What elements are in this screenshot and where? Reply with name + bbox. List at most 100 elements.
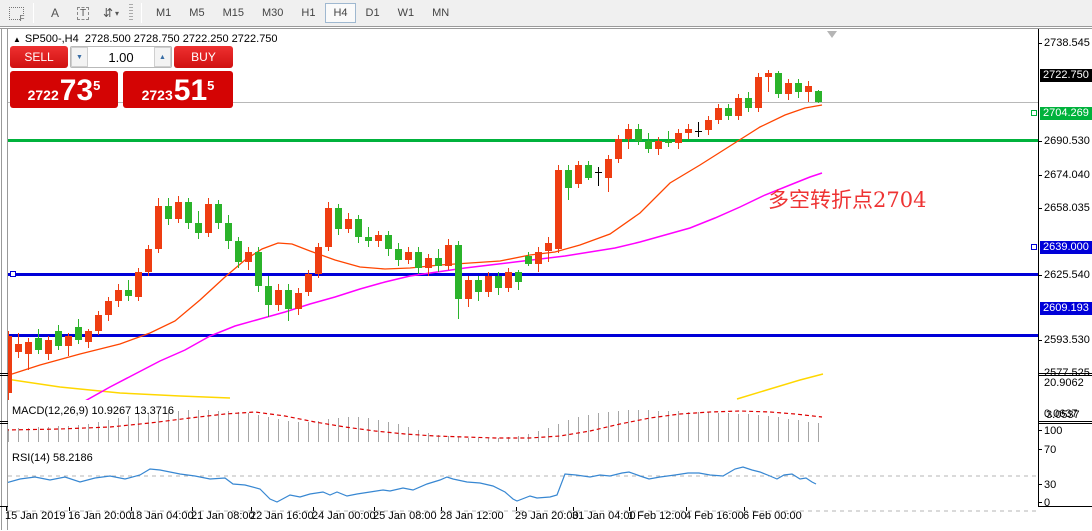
timeframe-button-d1[interactable]: D1 xyxy=(365,7,380,19)
buy-price-small: 2723 xyxy=(141,87,173,103)
buy-button[interactable]: BUY xyxy=(174,46,233,68)
timeframe-button-h1[interactable]: H1 xyxy=(301,7,316,19)
chart-shift-marker-icon[interactable] xyxy=(827,31,837,38)
toolbar: A T ⇵ ▾ M1 M5 M15 M30 H1 H4 D1 W1 MN xyxy=(0,0,1092,27)
macd-histogram-bar xyxy=(738,414,739,442)
macd-histogram-bar xyxy=(118,418,119,442)
line-handle-marker[interactable] xyxy=(1031,244,1037,250)
candle-body xyxy=(275,290,282,305)
candle-body xyxy=(585,165,592,178)
candle-body xyxy=(325,208,332,248)
macd-histogram-bar xyxy=(148,413,149,442)
candle-body xyxy=(255,251,262,287)
text-label-icon[interactable]: T xyxy=(71,3,95,23)
font-icon[interactable]: A xyxy=(50,6,59,20)
macd-histogram-bar xyxy=(268,417,269,442)
candle-body xyxy=(115,290,122,301)
bid-price-line[interactable] xyxy=(8,101,1038,103)
macd-histogram-bar xyxy=(188,410,189,442)
timeframe-button-mn[interactable]: MN xyxy=(432,7,450,19)
macd-histogram-bar xyxy=(418,430,419,442)
price-tick-mark xyxy=(1038,274,1042,276)
blue-level-2609[interactable] xyxy=(8,333,1038,337)
macd-histogram-bar xyxy=(98,422,99,442)
candle-wick xyxy=(698,122,699,137)
macd-histogram-bar xyxy=(748,414,749,442)
lot-size-value[interactable]: 1.00 xyxy=(108,49,134,65)
price-tick-label: 2658.035 xyxy=(1044,201,1090,214)
macd-histogram-bar xyxy=(808,422,809,442)
candle-body xyxy=(675,132,682,143)
toolbar-separator xyxy=(141,3,142,23)
candle-body xyxy=(265,286,272,305)
rsi-tick-mark xyxy=(1038,430,1042,431)
macd-axis-label: 0.0637 xyxy=(1044,408,1078,420)
candle-body xyxy=(215,204,222,223)
line-handle-marker[interactable] xyxy=(10,271,16,277)
buy-price-panel[interactable]: 2723 51 5 xyxy=(123,71,233,108)
sell-price-small: 2722 xyxy=(27,87,59,103)
macd-histogram-bar xyxy=(508,437,509,442)
price-tick-mark xyxy=(1038,175,1042,177)
chart-title: ▲ SP500-,H4 2728.500 2728.750 2722.250 27… xyxy=(13,33,278,45)
candle-body xyxy=(815,90,822,103)
price-tick-mark xyxy=(1038,43,1042,44)
macd-panel[interactable]: MACD(12,26,9) 10.9267 13.3716 xyxy=(8,404,1038,448)
time-label: 22 Jan 16:00 xyxy=(250,510,314,522)
candle-body xyxy=(455,245,462,299)
macd-histogram-bar xyxy=(258,415,259,442)
candle-body xyxy=(795,83,802,92)
candle-body xyxy=(765,73,772,78)
dropdown-caret-icon[interactable]: ▾ xyxy=(115,8,120,18)
candle-body xyxy=(65,335,72,346)
candle-body xyxy=(425,257,432,268)
macd-histogram-bar xyxy=(818,423,819,442)
macd-histogram-bar xyxy=(708,412,709,442)
candle-body xyxy=(85,331,92,342)
toolbar-grip[interactable] xyxy=(129,4,133,22)
line-handle-marker[interactable] xyxy=(1031,110,1037,117)
lot-decrease-button[interactable]: ▼ xyxy=(71,47,88,67)
candle-body xyxy=(625,128,632,139)
rsi-panel[interactable]: RSI(14) 58.2186 xyxy=(8,451,1038,531)
price-tick-mark xyxy=(1038,372,1042,374)
candle-body xyxy=(8,335,12,393)
candle-body xyxy=(405,251,412,260)
rsi-layer xyxy=(8,466,1038,512)
macd-histogram-bar xyxy=(58,426,59,442)
rsi-tick-mark xyxy=(1038,449,1042,450)
timeframe-button-m1[interactable]: M1 xyxy=(156,7,172,19)
candle-body xyxy=(445,245,452,266)
macd-histogram-bar xyxy=(548,428,549,442)
candle-body xyxy=(45,339,52,354)
arrange-objects-icon[interactable]: ⇵ ▾ xyxy=(102,6,120,20)
macd-histogram-bar xyxy=(28,428,29,442)
macd-label: MACD(12,26,9) 10.9267 13.3716 xyxy=(12,405,175,417)
timeframe-button-m5[interactable]: M5 xyxy=(189,7,205,19)
chart-window: MACD(12,26,9) 10.9267 13.3716 RSI(14) 58… xyxy=(0,27,1092,531)
candle-wick xyxy=(598,167,599,186)
timeframe-button-w1[interactable]: W1 xyxy=(397,7,415,19)
buy-price-sup: 5 xyxy=(207,78,215,93)
blue-level-2639[interactable] xyxy=(8,272,1038,276)
candle-body xyxy=(135,272,142,297)
lot-increase-button[interactable]: ▲ xyxy=(154,47,171,67)
candle-body xyxy=(345,218,352,229)
ohlc-values: 2728.500 2728.750 2722.250 2722.750 xyxy=(84,33,278,45)
timeframe-button-h4[interactable]: H4 xyxy=(325,3,356,23)
sell-button[interactable]: SELL xyxy=(10,46,68,68)
timeframe-button-m30[interactable]: M30 xyxy=(261,7,284,19)
crosshair-grid-icon[interactable] xyxy=(4,3,28,23)
macd-histogram-bar xyxy=(658,411,659,442)
chart-annotation-text[interactable]: 多空转折点2704 xyxy=(768,188,927,212)
timeframe-button-m15[interactable]: M15 xyxy=(222,7,244,19)
green-level-2704[interactable] xyxy=(8,138,1038,142)
candle-body xyxy=(705,120,712,131)
price-tick-label: 2577.525 xyxy=(1044,366,1090,379)
rsi-tick-mark xyxy=(1038,502,1042,503)
candle-body xyxy=(145,249,152,272)
macd-histogram-bar xyxy=(518,436,519,442)
price-chart-panel[interactable] xyxy=(8,57,1038,400)
macd-histogram-bar xyxy=(798,420,799,442)
sell-price-panel[interactable]: 2722 73 5 xyxy=(10,71,118,108)
